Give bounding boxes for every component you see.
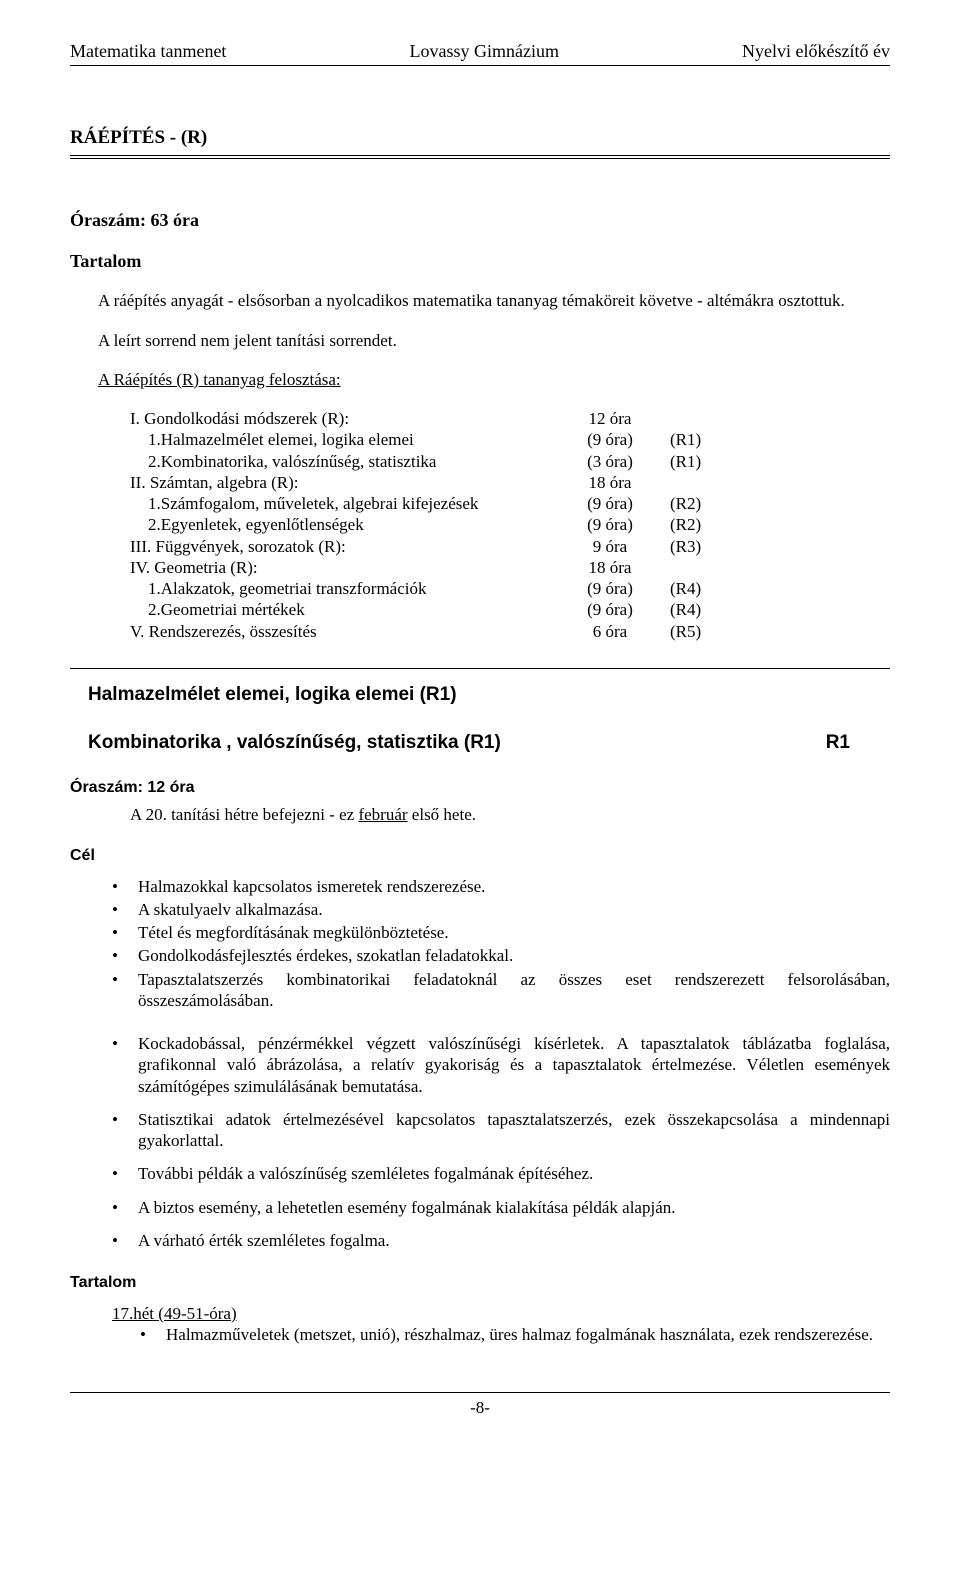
cel-item: Halmazokkal kapcsolatos ismeretek rendsz…: [112, 876, 890, 897]
schedule-suffix: első hete.: [408, 805, 476, 824]
outline-hours: (9 óra): [550, 514, 670, 535]
outline-row: 2.Egyenletek, egyenlőtlenségek(9 óra)(R2…: [130, 514, 890, 535]
het-underlined: 17.hét: [112, 1304, 154, 1323]
oraszam-sub: Óraszám: 12 óra: [70, 778, 890, 798]
schedule-note: A 20. tanítási hétre befejezni - ez febr…: [130, 804, 890, 825]
oraszam-heading: Óraszám: 63 óra: [70, 209, 890, 232]
cel-item: Gondolkodásfejlesztés érdekes, szokatlan…: [112, 945, 890, 966]
outline-label: 2.Egyenletek, egyenlőtlenségek: [130, 514, 550, 535]
cel-item: Statisztikai adatok értelmezésével kapcs…: [112, 1109, 890, 1152]
outline-hours: 9 óra: [550, 536, 670, 557]
outline-hours: 18 óra: [550, 472, 670, 493]
het-line: 17.hét (49-51-óra): [112, 1303, 890, 1324]
cel-item: A biztos esemény, a lehetetlen esemény f…: [112, 1197, 890, 1218]
section-double-rule: [70, 155, 890, 159]
outline-hours: (9 óra): [550, 429, 670, 450]
page-header: Matematika tanmenet Lovassy Gimnázium Ny…: [70, 40, 890, 63]
outline-hours: 12 óra: [550, 408, 670, 429]
outline-ref: (R1): [670, 451, 750, 472]
outline-row: 2.Geometriai mértékek(9 óra)(R4): [130, 599, 890, 620]
cel-item: A várható érték szemléletes fogalma.: [112, 1230, 890, 1251]
tartalom2-item: Halmazműveletek (metszet, unió), részhal…: [140, 1324, 890, 1345]
outline-row: V. Rendszerezés, összesítés6 óra(R5): [130, 621, 890, 642]
outline-ref: [670, 557, 750, 578]
outline-hours: (9 óra): [550, 599, 670, 620]
outline-row: III. Függvények, sorozatok (R):9 óra(R3): [130, 536, 890, 557]
outline-hours: (9 óra): [550, 578, 670, 599]
outline-label: 1.Alakzatok, geometriai transzformációk: [130, 578, 550, 599]
intro-paragraph-1: A ráépítés anyagát - elsősorban a nyolca…: [98, 290, 890, 311]
cel-item: Tétel és megfordításának megkülönbözteté…: [112, 922, 890, 943]
outline-row: I. Gondolkodási módszerek (R):12 óra: [130, 408, 890, 429]
outline-ref: (R2): [670, 514, 750, 535]
outline-row: IV. Geometria (R):18 óra: [130, 557, 890, 578]
divider-rule: [70, 668, 890, 669]
outline-hours: 18 óra: [550, 557, 670, 578]
outline-label: 2.Kombinatorika, valószínűség, statiszti…: [130, 451, 550, 472]
page-footer: -8-: [70, 1392, 890, 1418]
cel-list-a: Halmazokkal kapcsolatos ismeretek rendsz…: [112, 876, 890, 1012]
cel-heading: Cél: [70, 846, 890, 866]
outline-label: 2.Geometriai mértékek: [130, 599, 550, 620]
outline-label: V. Rendszerezés, összesítés: [130, 621, 550, 642]
footer-rule: [70, 1392, 890, 1393]
schedule-month: február: [358, 805, 407, 824]
outline-ref: (R4): [670, 599, 750, 620]
outline-ref: (R3): [670, 536, 750, 557]
outline-hours: 6 óra: [550, 621, 670, 642]
cel-item: További példák a valószínűség szemlélete…: [112, 1163, 890, 1184]
tartalom2-heading: Tartalom: [70, 1273, 890, 1293]
outline-label: 1.Számfogalom, műveletek, algebrai kifej…: [130, 493, 550, 514]
intro-paragraph-2: A leírt sorrend nem jelent tanítási sorr…: [98, 330, 890, 351]
page-number: -8-: [470, 1398, 490, 1417]
outline-row: 1.Alakzatok, geometriai transzformációk(…: [130, 578, 890, 599]
outline-label: II. Számtan, algebra (R):: [130, 472, 550, 493]
outline-label: I. Gondolkodási módszerek (R):: [130, 408, 550, 429]
cel-list-b: Kockadobással, pénzérmékkel végzett való…: [112, 1033, 890, 1251]
tartalom-heading: Tartalom: [70, 250, 890, 273]
cel-item: Kockadobással, pénzérmékkel végzett való…: [112, 1033, 890, 1097]
cel-item: Tapasztalatszerzés kombinatorikai felada…: [112, 969, 890, 1012]
header-center: Lovassy Gimnázium: [409, 40, 558, 63]
outline-list: I. Gondolkodási módszerek (R):12 óra1.Ha…: [130, 408, 890, 642]
tartalom2-list: Halmazműveletek (metszet, unió), részhal…: [140, 1324, 890, 1345]
outline-ref: [670, 472, 750, 493]
outline-row: 1.Számfogalom, műveletek, algebrai kifej…: [130, 493, 890, 514]
outline-label: III. Függvények, sorozatok (R):: [130, 536, 550, 557]
cel-item: A skatulyaelv alkalmazása.: [112, 899, 890, 920]
header-left: Matematika tanmenet: [70, 40, 226, 63]
outline-row: II. Számtan, algebra (R):18 óra: [130, 472, 890, 493]
outline-row: 2.Kombinatorika, valószínűség, statiszti…: [130, 451, 890, 472]
outline-hours: (9 óra): [550, 493, 670, 514]
schedule-prefix: A 20. tanítási hétre befejezni - ez: [130, 805, 358, 824]
header-right: Nyelvi előkészítő év: [742, 40, 890, 63]
topic-heading-2-row: Kombinatorika , valószínűség, statisztik…: [88, 731, 850, 755]
header-rule: [70, 65, 890, 66]
outline-row: 1.Halmazelmélet elemei, logika elemei(9 …: [130, 429, 890, 450]
outline-label: 1.Halmazelmélet elemei, logika elemei: [130, 429, 550, 450]
outline-ref: (R1): [670, 429, 750, 450]
section-title: RÁÉPÍTÉS - (R): [70, 126, 890, 150]
outline-ref: [670, 408, 750, 429]
topic-heading-2-ref: R1: [826, 731, 850, 755]
outline-ref: (R5): [670, 621, 750, 642]
topic-heading-1: Halmazelmélet elemei, logika elemei (R1): [88, 683, 890, 707]
outline-label: IV. Geometria (R):: [130, 557, 550, 578]
het-rest: (49-51-óra): [154, 1304, 237, 1323]
topic-heading-2: Kombinatorika , valószínűség, statisztik…: [88, 731, 501, 755]
felosztas-heading: A Ráépítés (R) tananyag felosztása:: [98, 369, 890, 390]
outline-hours: (3 óra): [550, 451, 670, 472]
outline-ref: (R4): [670, 578, 750, 599]
outline-ref: (R2): [670, 493, 750, 514]
